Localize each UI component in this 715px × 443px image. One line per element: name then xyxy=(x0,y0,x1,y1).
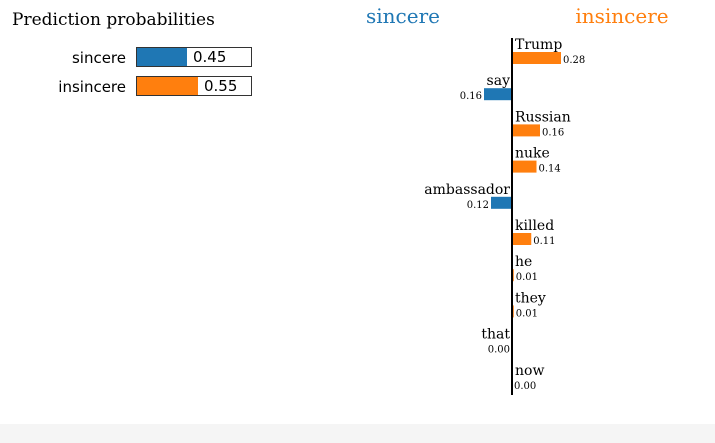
feature-bar-Trump xyxy=(512,52,561,64)
feature-bar-nuke xyxy=(512,160,537,173)
feature-word-say: say xyxy=(487,73,511,89)
feature-word-they: they xyxy=(515,290,546,306)
prob-value-sincere: 0.45 xyxy=(193,48,227,66)
feature-bar-Russian xyxy=(512,124,540,137)
feature-weight-killed: 0.11 xyxy=(533,236,555,247)
feature-bar-killed xyxy=(512,233,532,245)
feature-word-nuke: nuke xyxy=(515,146,550,162)
prob-fill-insincere xyxy=(137,77,198,95)
prob-bar-insincere: 0.55 xyxy=(136,76,252,96)
prob-value-insincere: 0.55 xyxy=(204,77,238,95)
footer-bar xyxy=(0,424,715,443)
prob-row-sincere: sincere xyxy=(0,47,136,69)
feature-weight-he: 0.01 xyxy=(516,272,538,283)
prob-label-sincere: sincere xyxy=(71,49,126,67)
feature-weight-Trump: 0.28 xyxy=(563,55,585,66)
prob-bar-sincere: 0.45 xyxy=(136,47,252,67)
feature-word-now: now xyxy=(515,363,544,379)
feature-weight-say: 0.16 xyxy=(460,91,482,102)
prob-label-insincere: insincere xyxy=(58,78,126,96)
feature-word-that: that xyxy=(481,327,510,343)
feature-weight-Russian: 0.16 xyxy=(542,127,564,138)
feature-word-killed: killed xyxy=(515,218,554,234)
feature-weight-now: 0.00 xyxy=(514,381,536,392)
feature-word-he: he xyxy=(515,254,532,270)
prediction-probabilities-panel: Prediction probabilities sincere 0.45 in… xyxy=(0,0,300,120)
feature-word-Russian: Russian xyxy=(515,109,571,125)
prob-fill-sincere xyxy=(137,48,187,66)
feature-bar-ambassador xyxy=(491,196,512,209)
prob-row-insincere: insincere xyxy=(0,76,136,98)
feature-weight-they: 0.01 xyxy=(516,308,538,319)
feature-weight-nuke: 0.14 xyxy=(539,164,561,175)
feature-weight-ambassador: 0.12 xyxy=(467,200,489,211)
feature-word-Trump: Trump xyxy=(515,37,562,53)
feature-bar-say xyxy=(484,88,512,101)
feature-word-ambassador: ambassador xyxy=(424,182,510,198)
prediction-probabilities-title: Prediction probabilities xyxy=(12,10,215,30)
class-label-sincere: sincere xyxy=(366,4,440,28)
class-label-insincere: insincere xyxy=(575,4,668,28)
feature-weight-that: 0.00 xyxy=(488,345,510,356)
